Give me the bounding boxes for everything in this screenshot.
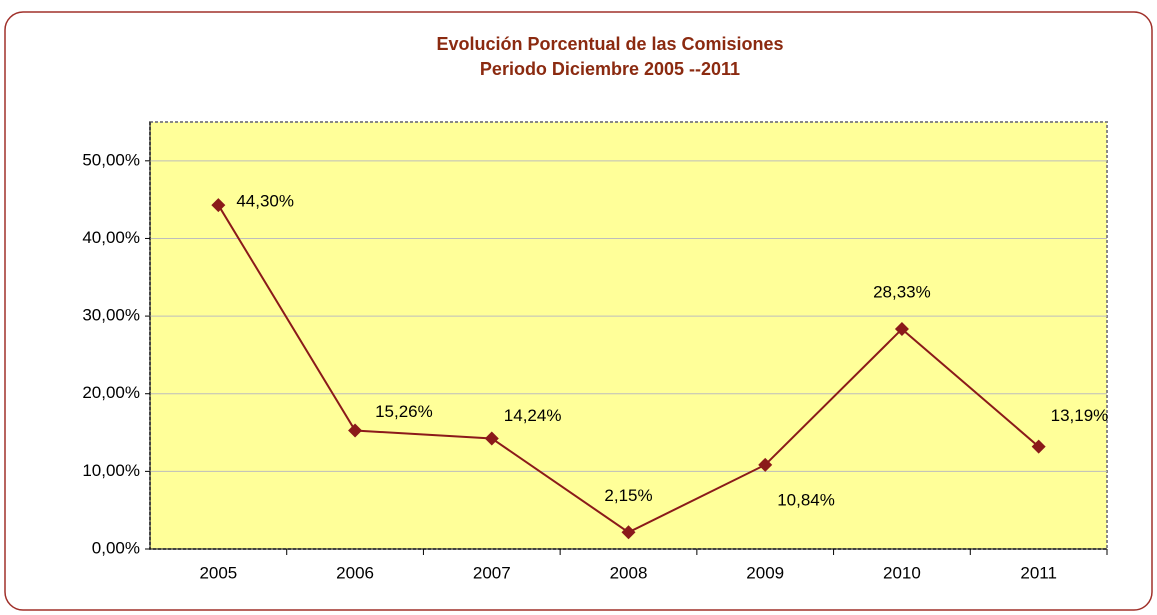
y-tick-label: 30,00% <box>82 306 140 325</box>
data-label: 28,33% <box>873 283 931 302</box>
marker <box>484 431 499 446</box>
data-label: 10,84% <box>777 490 835 509</box>
marker <box>211 198 226 213</box>
marker <box>348 423 363 438</box>
y-tick-label: 0,00% <box>92 538 140 557</box>
data-label: 15,26% <box>375 402 433 421</box>
marker <box>1031 439 1046 454</box>
data-label: 44,30% <box>236 192 294 211</box>
x-tick-label: 2009 <box>746 563 784 582</box>
data-label: 13,19% <box>1051 406 1109 425</box>
y-tick-label: 20,00% <box>82 383 140 402</box>
data-label: 14,24% <box>504 406 562 425</box>
x-tick-label: 2007 <box>473 563 511 582</box>
marker <box>758 457 773 472</box>
x-tick-label: 2005 <box>199 563 237 582</box>
marker <box>621 525 636 540</box>
x-tick-label: 2011 <box>1020 563 1057 582</box>
plot-area <box>149 121 1108 550</box>
y-tick-label: 40,00% <box>82 228 140 247</box>
marker <box>894 322 909 337</box>
chart-title: Evolución Porcentual de las Comisiones <box>436 34 783 54</box>
x-tick-label: 2010 <box>883 563 921 582</box>
x-tick-label: 2008 <box>610 563 648 582</box>
chart-subtitle: Periodo Diciembre 2005 --2011 <box>480 59 740 79</box>
y-tick-label: 10,00% <box>82 461 140 480</box>
data-label: 2,15% <box>604 486 652 505</box>
y-tick-label: 50,00% <box>82 150 140 169</box>
x-tick-label: 2006 <box>336 563 374 582</box>
